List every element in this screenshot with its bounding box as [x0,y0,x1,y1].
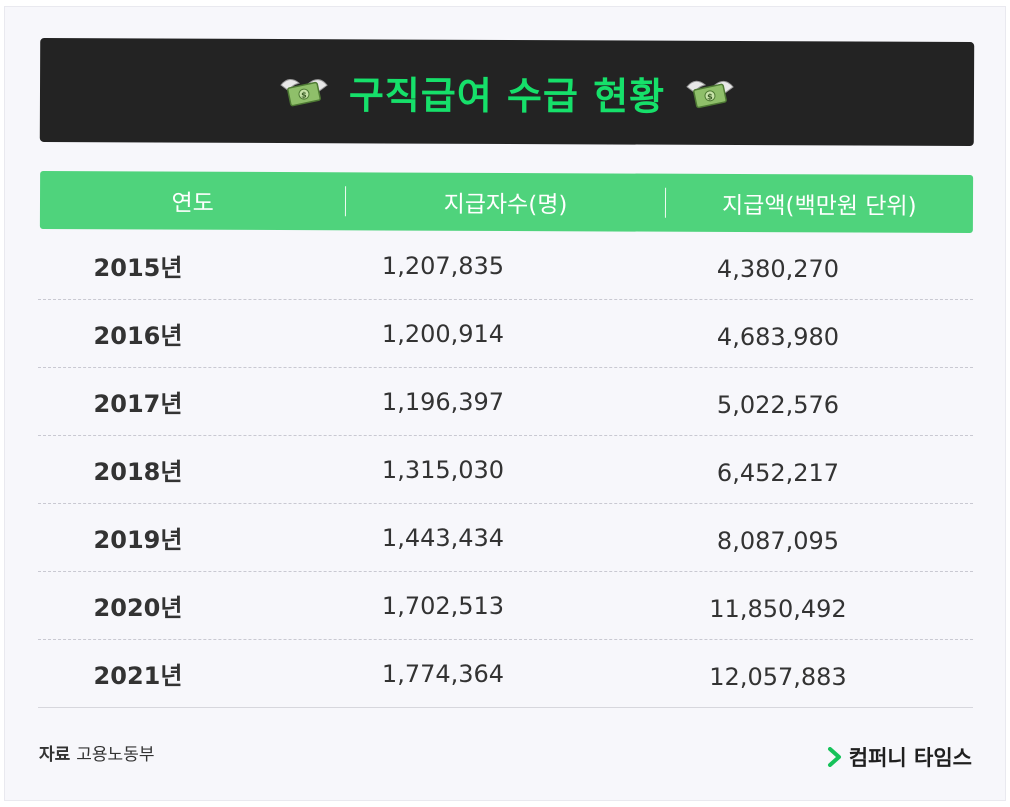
cell-year: 2015년 [93,254,183,282]
svg-text:$: $ [707,92,713,101]
cell-amount: 4,380,270 [716,254,840,283]
cell-recipients: 1,702,513 [381,591,505,620]
cell-year: 2017년 [93,390,183,418]
table-row: 2016년 1,200,914 4,683,980 [38,300,973,368]
cell-amount: 11,850,492 [709,594,847,623]
cell-recipients: 1,196,397 [381,387,505,416]
header-recipients: 지급자수(명) [443,191,568,219]
source-label: 자료 [39,745,71,765]
table-row: 2015년 1,207,835 4,380,270 [38,232,973,300]
cell-year: 2019년 [93,526,183,554]
cell-amount: 12,057,883 [709,662,847,691]
table-header: 연도 지급자수(명) 지급액(백만원 단위) [39,170,974,234]
table-row: 2017년 1,196,397 5,022,576 [38,368,973,436]
svg-text:$: $ [301,91,307,100]
chevron-right-icon [827,747,841,767]
title-banner: $ 구직급여 수급 현황 $ [39,37,975,147]
cell-recipients: 1,207,835 [381,251,505,280]
cell-amount: 8,087,095 [716,526,840,555]
page-title: 구직급여 수급 현황 [348,72,666,119]
flying-money-icon: $ [686,80,734,109]
cell-amount: 6,452,217 [716,458,840,487]
source-note: 자료 고용노동부 [39,740,154,765]
cell-recipients: 1,200,914 [381,319,505,348]
cell-year: 2021년 [93,662,183,690]
flying-money-icon: $ [280,79,328,107]
table-row: 2020년 1,702,513 11,850,492 [38,572,973,640]
brand-logo: 컴퍼니 타임스 [827,742,972,772]
cell-recipients: 1,774,364 [381,659,505,688]
source-value: 고용노동부 [76,745,155,765]
cell-amount: 4,683,980 [716,322,840,351]
table-row: 2018년 1,315,030 6,452,217 [38,436,973,504]
table-row: 2021년 1,774,364 12,057,883 [38,640,973,708]
cell-amount: 5,022,576 [716,390,840,419]
header-amount: 지급액(백만원 단위) [721,192,917,220]
table-row: 2019년 1,443,434 8,087,095 [38,504,973,572]
table-body: 2015년 1,207,835 4,380,270 2016년 1,200,91… [38,232,973,708]
brand-name: 컴퍼니 타임스 [848,746,972,770]
header-year: 연도 [171,190,214,217]
cell-year: 2016년 [93,322,183,350]
cell-year: 2020년 [93,594,183,622]
cell-recipients: 1,443,434 [381,523,505,552]
cell-recipients: 1,315,030 [381,455,505,484]
cell-year: 2018년 [93,458,183,486]
